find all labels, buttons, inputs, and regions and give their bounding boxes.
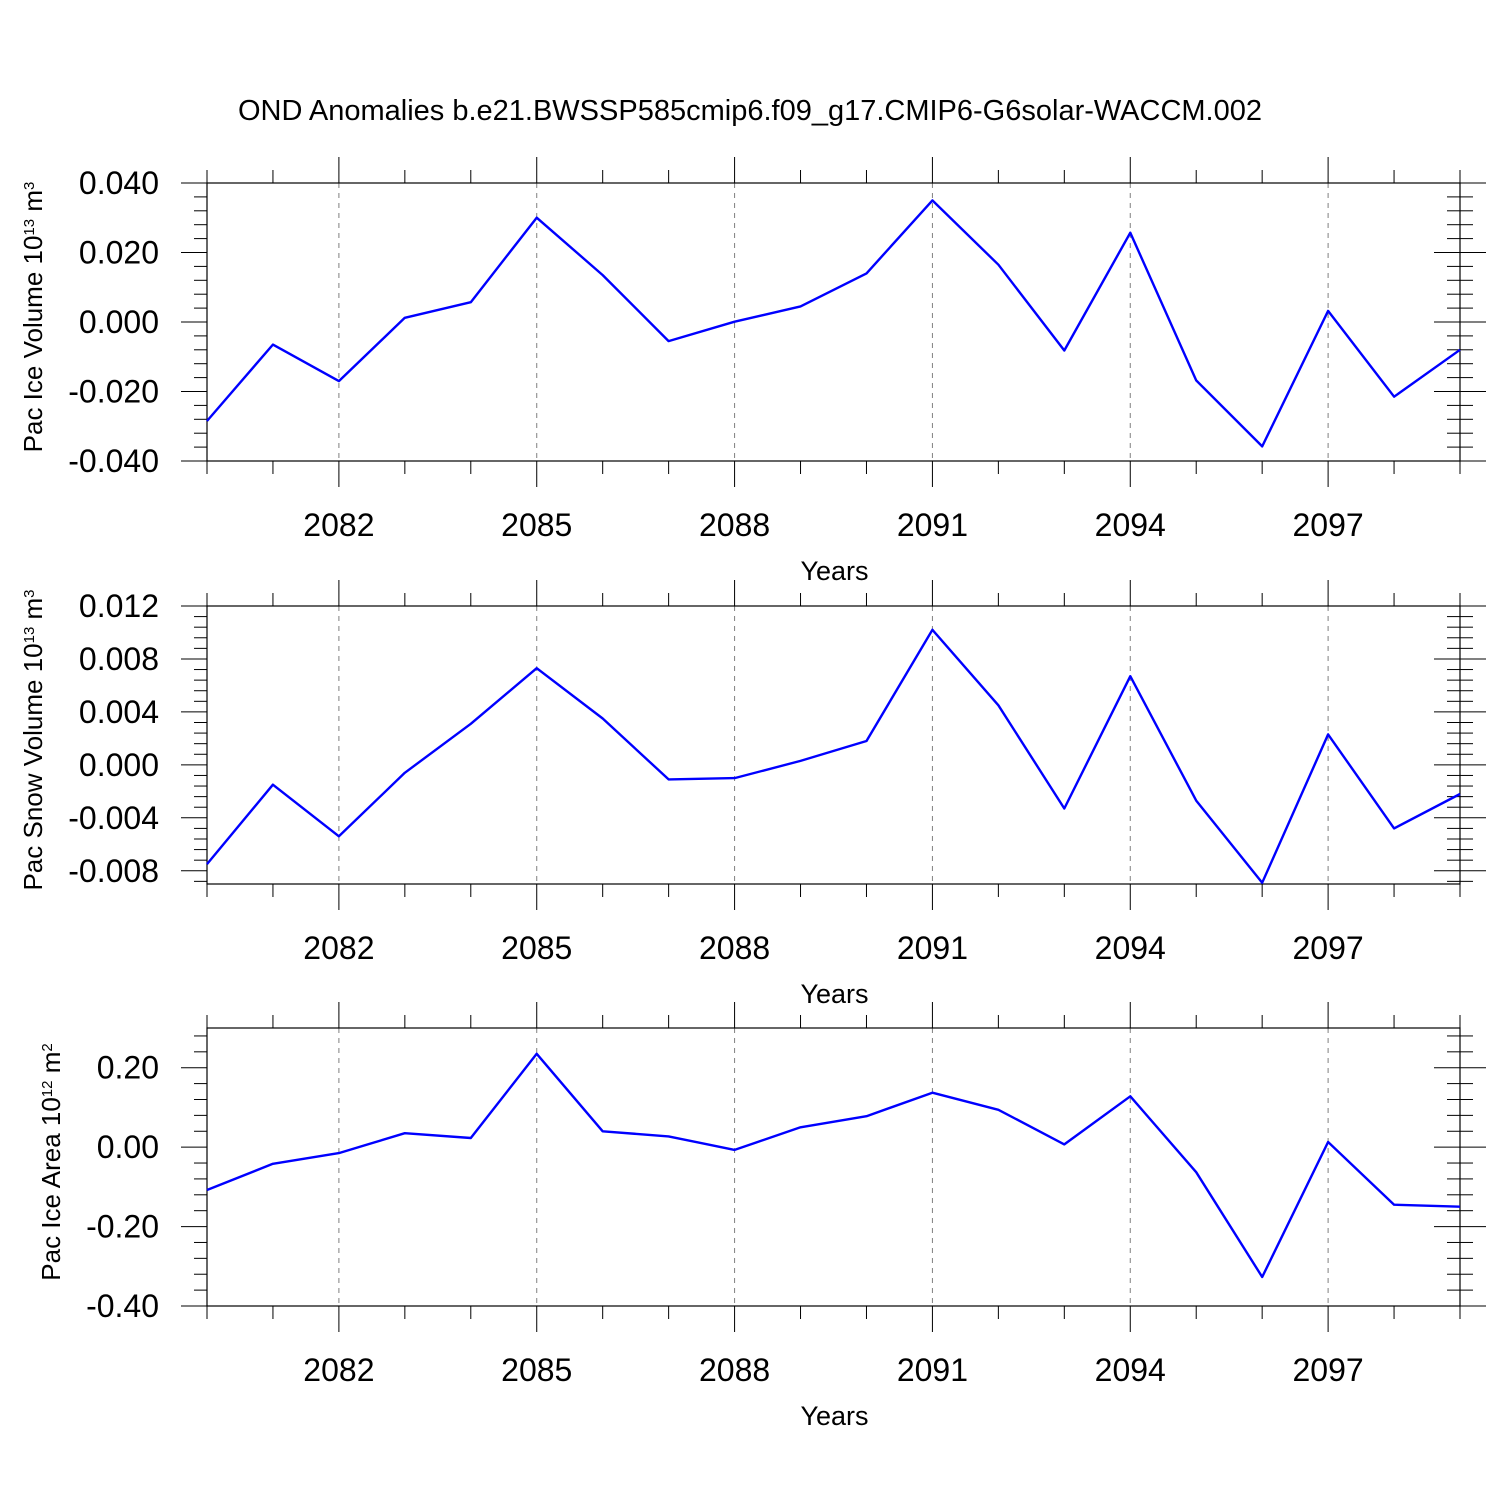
x-tick-label: 2094 (1095, 930, 1166, 966)
x-tick-label: 2091 (897, 1352, 968, 1388)
series-line (206, 199, 1461, 448)
panel-3: -0.40 -0.20 0.00 0.20 2082 2085 2088 2091 2094 20… (36, 1002, 1486, 1431)
y-axis-label-part: m (18, 598, 48, 627)
y-axis-label-part: m (18, 190, 48, 219)
y-tick-label: 0.040 (79, 165, 159, 201)
series-line (206, 1052, 1461, 1279)
y-tick-label: 0.00 (97, 1129, 159, 1165)
x-tick-label: 2088 (699, 507, 770, 543)
x-tick-label: 2097 (1293, 507, 1364, 543)
x-tick-label: 2085 (501, 1352, 572, 1388)
x-tick-label: 2097 (1293, 1352, 1364, 1388)
x-tick-label: 2085 (501, 930, 572, 966)
y-tick-label: -0.008 (68, 853, 159, 889)
y-axis-label-part: Pac Ice Volume 10 (18, 236, 48, 453)
y-tick-label: 0.004 (79, 694, 159, 730)
x-tick-label: 2091 (897, 507, 968, 543)
y-axis-label: Pac Snow Volume 1013 m3 (18, 589, 48, 890)
x-tick-label: 2088 (699, 1352, 770, 1388)
y-tick-label: -0.040 (68, 443, 159, 479)
y-tick-label: 0.020 (79, 235, 159, 271)
y-axis-label: Pac Ice Area 1012 m2 (36, 1043, 66, 1280)
y-axis-label-superscript: 13 (21, 627, 38, 644)
x-tick-label: 2082 (303, 507, 374, 543)
x-tick-label: 2088 (699, 930, 770, 966)
y-tick-label: -0.004 (68, 800, 159, 836)
x-tick-label: 2082 (303, 1352, 374, 1388)
x-tick-label: 2085 (501, 507, 572, 543)
x-tick-label: 2091 (897, 930, 968, 966)
plot-frame (206, 605, 1461, 885)
figure-title: OND Anomalies b.e21.BWSSP585cmip6.f09_g1… (238, 95, 1262, 127)
x-tick-label: 2094 (1095, 1352, 1166, 1388)
x-axis-label: Years (800, 979, 868, 1009)
x-tick-label: 2082 (303, 930, 374, 966)
panel-1: -0.040 -0.020 0.000 0.020 0.040 2082 2085 2088 2… (18, 157, 1486, 586)
y-tick-label: -0.20 (86, 1209, 159, 1245)
x-axis-label: Years (800, 1401, 868, 1431)
panel-2: -0.008 -0.004 0.000 0.004 0.008 0.012 2082 2085… (18, 580, 1486, 1009)
y-axis-label-superscript: 2 (39, 1043, 56, 1051)
y-axis-label-part: m (36, 1052, 66, 1081)
y-tick-label: -0.40 (86, 1288, 159, 1324)
y-tick-label: 0.012 (79, 588, 159, 624)
panels: -0.040 -0.020 0.000 0.020 0.040 2082 2085 2088 2… (18, 157, 1486, 1431)
y-tick-label: 0.000 (79, 304, 159, 340)
y-axis-label-superscript: 3 (21, 589, 38, 597)
x-tick-label: 2097 (1293, 930, 1364, 966)
y-tick-label: -0.020 (68, 374, 159, 410)
y-axis-label-superscript: 12 (39, 1080, 56, 1097)
y-tick-label: 0.008 (79, 641, 159, 677)
plot-frame (206, 1027, 1461, 1307)
y-axis-label-part: Pac Ice Area 10 (36, 1097, 66, 1281)
y-axis-label-superscript: 13 (21, 219, 38, 236)
series-line (206, 628, 1461, 884)
y-axis-label-part: Pac Snow Volume 10 (18, 643, 48, 890)
y-axis-label-superscript: 3 (21, 182, 38, 190)
x-tick-label: 2094 (1095, 507, 1166, 543)
y-tick-label: 0.20 (97, 1050, 159, 1086)
y-tick-label: 0.000 (79, 747, 159, 783)
y-axis-label: Pac Ice Volume 1013 m3 (18, 182, 48, 453)
x-axis-label: Years (800, 556, 868, 586)
